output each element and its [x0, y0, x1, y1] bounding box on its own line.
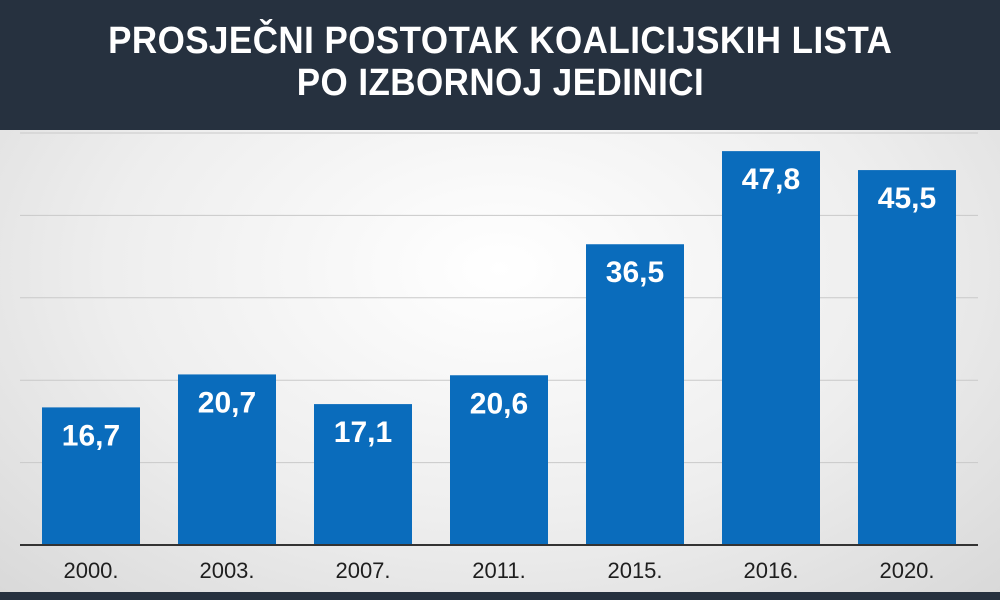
bar-2020 — [858, 170, 956, 545]
bar-2015 — [586, 244, 684, 546]
bar-value-label: 20,7 — [198, 386, 256, 419]
chart-title-line-1: PROSJEČNI POSTOTAK KOALICIJSKIH LISTA — [107, 20, 893, 62]
chart-header: PROSJEČNI POSTOTAK KOALICIJSKIH LISTA PO… — [0, 0, 1000, 124]
x-tick-label: 2000. — [63, 558, 118, 583]
x-tick-label: 2020. — [879, 558, 934, 583]
bar-value-label: 45,5 — [878, 182, 936, 215]
x-tick-label: 2016. — [743, 558, 798, 583]
x-tick-label: 2003. — [199, 558, 254, 583]
bar-value-label: 20,6 — [470, 387, 528, 420]
bar-value-label: 36,5 — [606, 256, 664, 289]
x-tick-label: 2007. — [335, 558, 390, 583]
x-tick-label: 2015. — [607, 558, 662, 583]
chart-title-line-2: PO IZBORNOJ JEDINICI — [296, 62, 704, 104]
x-tick-label: 2011. — [472, 558, 525, 583]
bar-2007 — [314, 404, 412, 545]
bottom-strip — [0, 592, 1000, 600]
bar-2003 — [178, 374, 276, 545]
bar-2016 — [722, 151, 820, 546]
bar-2000 — [42, 407, 140, 545]
bar-value-label: 16,7 — [62, 419, 120, 452]
bar-value-label: 17,1 — [334, 416, 392, 449]
bar-value-label: 47,8 — [742, 163, 800, 196]
bar-2011 — [450, 375, 548, 545]
